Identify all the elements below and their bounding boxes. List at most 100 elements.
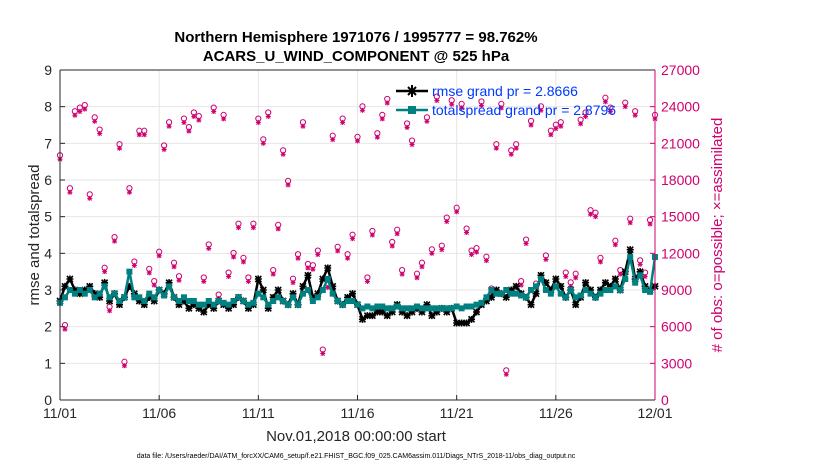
totalspread-point — [404, 305, 411, 312]
obs-point — [612, 237, 619, 248]
obs-assimilated-marker — [389, 243, 395, 249]
obs-assimilated-marker — [513, 145, 519, 151]
totalspread-point — [275, 294, 282, 301]
obs-assimilated-marker — [226, 274, 232, 280]
obs-point — [503, 367, 510, 377]
obs-assimilated-marker — [394, 231, 400, 237]
totalspread-point — [399, 305, 406, 312]
obs-assimilated-marker — [112, 238, 118, 244]
obs-assimilated-marker — [166, 123, 172, 129]
rmse-point — [467, 315, 476, 323]
obs-assimilated-marker — [181, 120, 187, 126]
obs-point — [260, 136, 267, 146]
rmse-point — [269, 293, 277, 301]
rmse-point — [175, 301, 183, 309]
rmse-point — [586, 286, 595, 294]
rmse-point — [472, 308, 481, 316]
obs-point — [101, 264, 108, 275]
rmse-point — [254, 275, 262, 283]
rmse-point — [135, 297, 143, 305]
rmse-point — [185, 304, 193, 312]
totalspread-point — [61, 294, 68, 301]
obs-point — [498, 100, 505, 111]
obs-assimilated-marker — [464, 230, 470, 236]
totalspread-point — [423, 305, 430, 312]
obs-point — [513, 141, 520, 151]
obs-point — [195, 113, 202, 123]
rmse-point — [512, 282, 520, 290]
obs-point — [141, 127, 148, 138]
totalspread-point — [116, 298, 123, 304]
rmse-point — [299, 282, 307, 290]
rmse-point — [388, 308, 396, 316]
totalspread-point — [602, 287, 609, 293]
totalspread-point — [71, 290, 78, 297]
obs-point — [537, 103, 545, 113]
totalspread-point — [245, 301, 252, 308]
obs-assimilated-marker — [419, 264, 425, 270]
obs-point — [473, 245, 480, 255]
totalspread-point — [458, 305, 465, 312]
obs-point — [344, 251, 351, 261]
totalspread-point — [443, 305, 450, 312]
left-axis-ticks: 0 1 2 3 4 5 6 7 8 9 — [44, 62, 65, 408]
obs-point — [453, 204, 460, 215]
rmse-point — [71, 286, 79, 294]
rmse-point — [443, 308, 451, 316]
obs-point — [518, 278, 525, 288]
rmse-point — [190, 301, 198, 309]
rmse-point — [358, 315, 367, 323]
obs-assimilated-marker — [399, 271, 405, 277]
obs-point — [314, 247, 321, 258]
totalspread-series — [57, 254, 658, 312]
obs-assimilated-marker — [617, 271, 623, 277]
obs-assimilated-marker — [404, 124, 410, 130]
totalspread-point — [339, 301, 346, 308]
obs-point — [319, 346, 326, 357]
rmse-point — [140, 301, 148, 309]
x-axis-ticks: 11/01 11/06 11/11 11/16 11/21 11/26 12/01 — [43, 395, 673, 421]
x-tick-label: 11/06 — [142, 405, 176, 421]
right-tick-label: 9000 — [661, 282, 692, 298]
obs-assimilated-marker — [92, 118, 98, 124]
rmse-point — [344, 293, 352, 301]
obs-assimilated-marker — [107, 308, 113, 314]
obs-assimilated-marker — [236, 225, 241, 231]
obs-assimilated-marker — [469, 252, 475, 258]
obs-assimilated-marker — [647, 221, 653, 227]
obs-point — [592, 209, 599, 220]
obs-assimilated-marker — [459, 105, 465, 111]
chart-title-line-2: ACARS_U_WIND_COMPONENT @ 525 hPa — [203, 48, 510, 65]
obs-point — [210, 104, 217, 115]
obs-assimilated-marker — [67, 189, 73, 195]
obs-point — [384, 95, 391, 106]
totalspread-point — [344, 298, 351, 304]
totalspread-point — [483, 294, 490, 301]
obs-assimilated-marker — [310, 266, 316, 272]
obs-point — [220, 111, 227, 122]
rmse-point — [582, 279, 590, 287]
obs-point — [458, 100, 465, 111]
rmse-point — [532, 290, 540, 298]
obs-point — [255, 115, 262, 126]
obs-point — [443, 214, 450, 225]
obs-point — [354, 133, 361, 144]
obs-point — [225, 269, 232, 280]
x-axis-label: Nov.01,2018 00:00:00 start — [266, 428, 447, 445]
rmse-point — [304, 271, 312, 279]
totalspread-point — [161, 292, 168, 299]
totalspread-point — [195, 301, 202, 308]
totalspread-point — [121, 294, 128, 301]
obs-point — [587, 207, 594, 217]
obs-assimilated-marker — [255, 120, 261, 126]
right-axis-ticks: 0 3000 6000 9000 12000 15000 18000 21000 24000 27… — [650, 62, 700, 408]
rmse-point — [378, 308, 386, 316]
totalspread-point — [131, 294, 138, 301]
obs-point — [542, 252, 550, 262]
obs-assimilated-marker — [161, 146, 167, 152]
obs-point — [552, 121, 559, 132]
totalspread-point — [577, 292, 584, 299]
totalspread-point — [562, 294, 569, 301]
totalspread-point — [220, 299, 227, 306]
obs-point — [582, 109, 589, 119]
